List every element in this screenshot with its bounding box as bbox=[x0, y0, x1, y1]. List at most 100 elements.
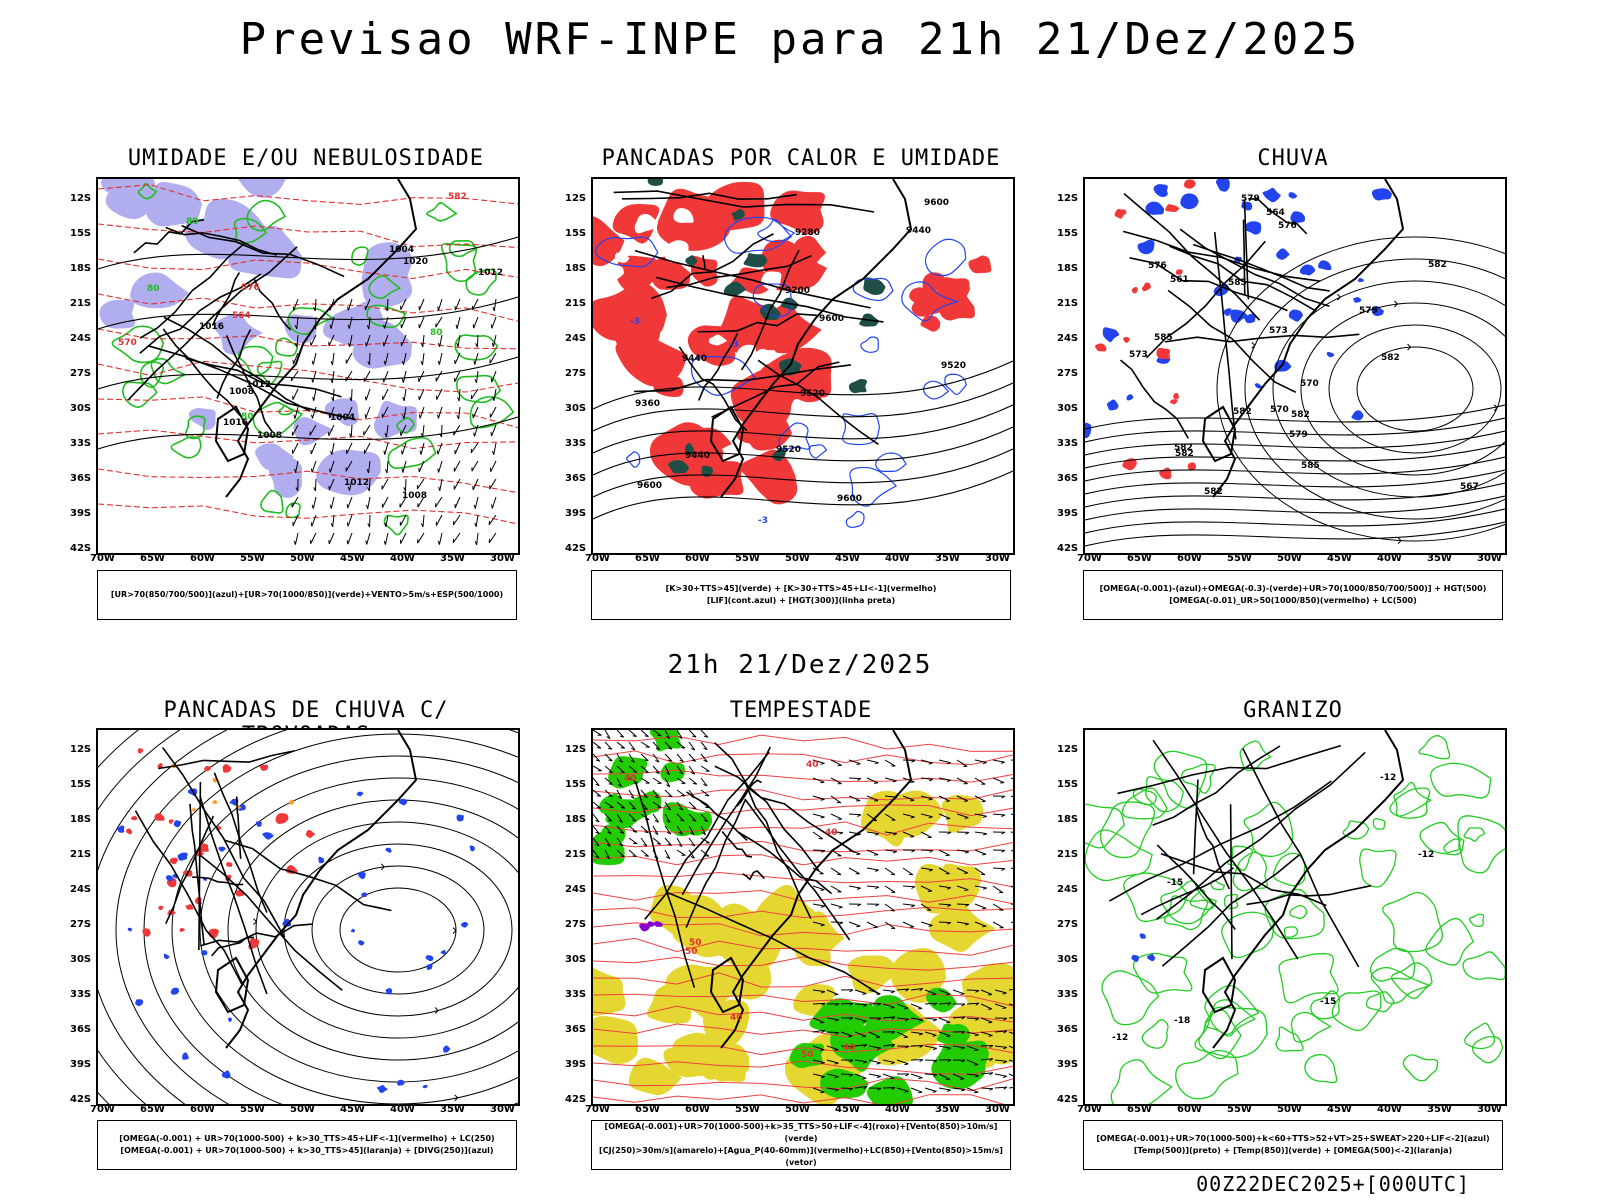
temp-850-contours bbox=[1085, 735, 1505, 1104]
longitude-tick-label: 30W bbox=[1477, 1104, 1502, 1115]
coastline-borders bbox=[635, 730, 913, 1049]
coastline-borders bbox=[613, 179, 913, 498]
longitude-tick-label: 35W bbox=[1427, 553, 1452, 564]
latitude-tick-label: 12S bbox=[565, 193, 587, 204]
latitude-tick-label: 33S bbox=[1057, 438, 1079, 449]
coastline-borders bbox=[1108, 730, 1405, 1049]
longitude-tick-label: 50W bbox=[785, 1104, 810, 1115]
map-panel: 1004 1008 1012 1016 1012 1008 1004 1020 1012 1016… bbox=[96, 177, 520, 555]
panel-title: UMIDADE E/OU NEBULOSIDADE bbox=[127, 146, 485, 171]
map-canvas: 9600 9600 9440 9520 9600 9600 9520 9360 9440 9280… bbox=[593, 179, 1013, 528]
map-canvas: 1004100810121016101210081004102010121016… bbox=[98, 179, 518, 546]
map-panel: 40 50 40 40 50 40 40 50 bbox=[591, 728, 1015, 1106]
latitude-tick-label: 36S bbox=[565, 473, 587, 484]
storm-purple-fill bbox=[639, 921, 664, 932]
map-canvas: -12 -15 -18 -12 -15 -12 bbox=[1085, 730, 1505, 1104]
longitude-tick-label: 45W bbox=[340, 553, 365, 564]
longitude-tick-label: 50W bbox=[290, 1104, 315, 1115]
panel-title: GRANIZO bbox=[1243, 698, 1343, 723]
wind-green-fill-south bbox=[789, 987, 989, 1104]
contour-label: 1012 bbox=[478, 268, 503, 278]
contour-label: 582 bbox=[1291, 410, 1310, 420]
wind-vectors bbox=[812, 759, 1013, 929]
latitude-tick-label: 30S bbox=[1057, 954, 1079, 965]
contour-label: 579 bbox=[1289, 430, 1308, 440]
latitude-tick-label: 15S bbox=[1057, 228, 1079, 239]
longitude-tick-label: 35W bbox=[440, 1104, 465, 1115]
latitude-tick-label: 27S bbox=[565, 919, 587, 930]
mid-time-label: 21h 21/Dez/2025 bbox=[667, 650, 933, 680]
panel-legend: [OMEGA(-0.001)+UR>70(1000-500)+k<60+TTS>… bbox=[1083, 1120, 1503, 1170]
contour-label: 40 bbox=[806, 760, 819, 770]
longitude-tick-label: 30W bbox=[490, 553, 515, 564]
latitude-tick-label: 24S bbox=[1057, 884, 1079, 895]
longitude-tick-label: 45W bbox=[1327, 1104, 1352, 1115]
latitude-tick-label: 15S bbox=[565, 228, 587, 239]
latitude-tick-label: 39S bbox=[1057, 508, 1079, 519]
map-canvas: 40 50 40 40 50 40 40 50 bbox=[593, 730, 1013, 1104]
contour-label: 50 bbox=[685, 947, 698, 957]
latitude-tick-label: 33S bbox=[1057, 989, 1079, 1000]
contour-label: 576 bbox=[241, 283, 260, 293]
latitude-tick-label: 30S bbox=[565, 954, 587, 965]
latitude-tick-label: 21S bbox=[70, 849, 92, 860]
longitude-tick-label: 45W bbox=[340, 1104, 365, 1115]
contour-label: 582 bbox=[1204, 487, 1223, 497]
contour-label: 9200 bbox=[785, 286, 810, 296]
longitude-tick-label: 55W bbox=[735, 1104, 760, 1115]
contour-label: 585 bbox=[1301, 461, 1320, 471]
contour-label: 570 bbox=[1300, 379, 1319, 389]
latitude-tick-label: 27S bbox=[70, 919, 92, 930]
latitude-tick-label: 12S bbox=[1057, 744, 1079, 755]
contour-label: 561 bbox=[1170, 275, 1189, 285]
latitude-tick-label: 36S bbox=[1057, 1024, 1079, 1035]
contour-label: 9600 bbox=[637, 481, 662, 491]
contour-label: 1012 bbox=[246, 380, 271, 390]
contour-label: 9520 bbox=[800, 389, 825, 399]
latitude-tick-label: 21S bbox=[70, 298, 92, 309]
contour-label: 80 bbox=[186, 217, 199, 227]
contour-label: 9440 bbox=[906, 226, 931, 236]
contour-label: 585 bbox=[1154, 333, 1173, 343]
latitude-tick-label: 39S bbox=[70, 508, 92, 519]
latitude-tick-label: 42S bbox=[1057, 543, 1079, 554]
legend-line: [LIF](cont.azul) + [HGT(300)](linha pret… bbox=[706, 596, 896, 605]
longitude-tick-label: 70W bbox=[1077, 553, 1102, 564]
map-panel bbox=[96, 728, 520, 1106]
latitude-tick-label: 39S bbox=[565, 508, 587, 519]
coastline-borders bbox=[127, 179, 418, 498]
contour-label: 9280 bbox=[795, 228, 820, 238]
latitude-tick-label: 12S bbox=[70, 744, 92, 755]
contour-label: 80 bbox=[147, 284, 160, 294]
longitude-tick-label: 50W bbox=[1277, 1104, 1302, 1115]
contour-label: -15 bbox=[1320, 997, 1336, 1007]
latitude-tick-label: 18S bbox=[565, 814, 587, 825]
contour-label: -3 bbox=[630, 317, 640, 327]
latitude-tick-label: 24S bbox=[1057, 333, 1079, 344]
longitude-tick-label: 45W bbox=[1327, 553, 1352, 564]
longitude-tick-label: 70W bbox=[90, 553, 115, 564]
latitude-tick-label: 30S bbox=[565, 403, 587, 414]
legend-line: [CJ(250)>30m/s](amarelo)+[Agua_P(40-60mm… bbox=[599, 1146, 1003, 1167]
latitude-tick-label: 24S bbox=[70, 333, 92, 344]
latitude-tick-label: 42S bbox=[70, 1094, 92, 1105]
longitude-tick-label: 40W bbox=[390, 1104, 415, 1115]
contour-label: 1020 bbox=[403, 257, 428, 267]
latitude-tick-label: 12S bbox=[565, 744, 587, 755]
legend-line: [UR>70(850/700/500)](azul)+[UR>70(1000/8… bbox=[110, 590, 504, 599]
coastline-borders bbox=[1120, 179, 1405, 498]
contour-label: -3 bbox=[758, 516, 768, 526]
longitude-tick-label: 55W bbox=[735, 553, 760, 564]
wind-green-fill bbox=[593, 730, 713, 865]
latitude-tick-label: 21S bbox=[565, 849, 587, 860]
latitude-tick-label: 15S bbox=[70, 228, 92, 239]
panel-title: TEMPESTADE bbox=[729, 698, 873, 723]
contour-label: 582 bbox=[1174, 443, 1193, 453]
contour-label: 9360 bbox=[635, 399, 660, 409]
longitude-tick-label: 60W bbox=[685, 1104, 710, 1115]
map-panel: -12 -15 -18 -12 -15 -12 bbox=[1083, 728, 1507, 1106]
latitude-tick-label: 39S bbox=[70, 1059, 92, 1070]
longitude-tick-label: 65W bbox=[140, 1104, 165, 1115]
latitude-tick-label: 30S bbox=[70, 403, 92, 414]
latitude-tick-label: 24S bbox=[565, 333, 587, 344]
